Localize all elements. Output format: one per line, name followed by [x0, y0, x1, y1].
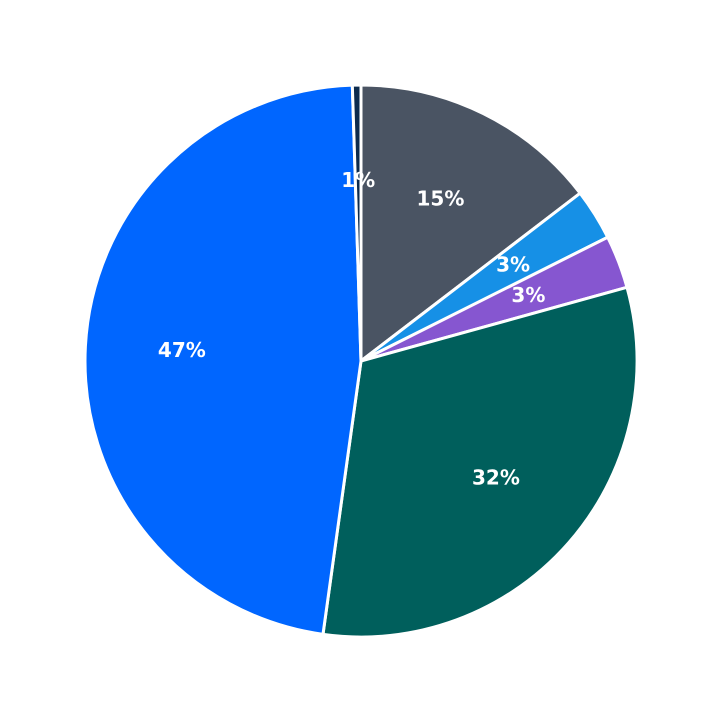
slice-label: 47%: [158, 338, 206, 362]
pie-slice: [359, 83, 582, 363]
pie-slice: [350, 83, 363, 363]
pie-slice: [321, 285, 639, 639]
slice-label: 15%: [416, 187, 464, 211]
pie-slice: [83, 83, 363, 636]
slice-label: 1%: [341, 168, 375, 192]
slice-label: 3%: [511, 283, 545, 307]
slice-label: 3%: [496, 252, 530, 276]
slice-label: 32%: [472, 466, 520, 490]
